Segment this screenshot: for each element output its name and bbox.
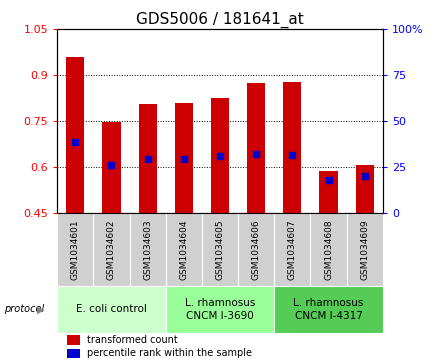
Point bbox=[325, 178, 332, 183]
Text: E. coli control: E. coli control bbox=[76, 304, 147, 314]
Bar bbox=[319, 171, 337, 213]
Text: protocol: protocol bbox=[4, 304, 44, 314]
Text: GSM1034601: GSM1034601 bbox=[71, 219, 80, 280]
Text: GSM1034605: GSM1034605 bbox=[216, 219, 224, 280]
Bar bbox=[274, 213, 311, 286]
Point bbox=[253, 151, 260, 157]
Point bbox=[216, 153, 224, 159]
Bar bbox=[166, 286, 274, 333]
Bar bbox=[57, 286, 166, 333]
Text: GSM1034602: GSM1034602 bbox=[107, 219, 116, 280]
Bar bbox=[93, 213, 129, 286]
Bar bbox=[356, 165, 374, 213]
Text: GSM1034608: GSM1034608 bbox=[324, 219, 333, 280]
Bar bbox=[247, 82, 265, 213]
Bar bbox=[274, 286, 383, 333]
Bar bbox=[202, 213, 238, 286]
Text: transformed count: transformed count bbox=[87, 335, 177, 345]
Bar bbox=[129, 213, 166, 286]
Point bbox=[361, 173, 368, 179]
Bar bbox=[347, 213, 383, 286]
Bar bbox=[283, 82, 301, 213]
Bar bbox=[57, 213, 93, 286]
Bar bbox=[175, 103, 193, 213]
Bar bbox=[67, 335, 80, 345]
Bar bbox=[67, 349, 80, 358]
Text: GSM1034607: GSM1034607 bbox=[288, 219, 297, 280]
Bar bbox=[211, 98, 229, 213]
Point bbox=[289, 152, 296, 158]
Bar bbox=[311, 213, 347, 286]
Text: GSM1034603: GSM1034603 bbox=[143, 219, 152, 280]
Text: percentile rank within the sample: percentile rank within the sample bbox=[87, 348, 252, 359]
Title: GDS5006 / 181641_at: GDS5006 / 181641_at bbox=[136, 12, 304, 28]
Text: GSM1034606: GSM1034606 bbox=[252, 219, 260, 280]
Point bbox=[72, 139, 79, 145]
Text: GSM1034604: GSM1034604 bbox=[180, 219, 188, 280]
Bar bbox=[66, 57, 84, 213]
Point bbox=[180, 156, 187, 162]
Point bbox=[144, 156, 151, 162]
Point bbox=[108, 162, 115, 168]
Bar bbox=[139, 104, 157, 213]
Text: L. rhamnosus
CNCM I-3690: L. rhamnosus CNCM I-3690 bbox=[185, 298, 255, 321]
Bar bbox=[166, 213, 202, 286]
Text: L. rhamnosus
CNCM I-4317: L. rhamnosus CNCM I-4317 bbox=[293, 298, 364, 321]
Text: ▶: ▶ bbox=[37, 304, 45, 314]
Bar bbox=[238, 213, 274, 286]
Bar bbox=[103, 122, 121, 213]
Text: GSM1034609: GSM1034609 bbox=[360, 219, 369, 280]
